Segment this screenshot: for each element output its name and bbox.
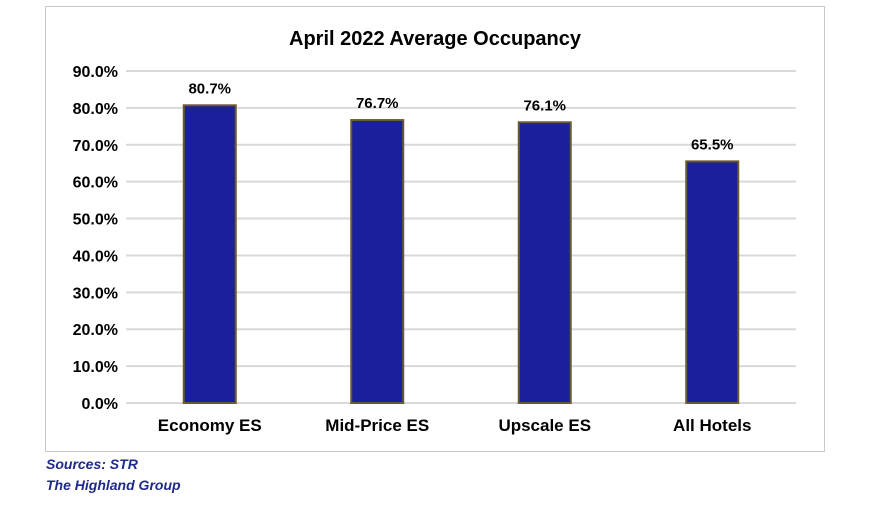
bar — [685, 160, 740, 404]
y-tick-label: 0.0% — [82, 396, 118, 413]
y-tick-label: 80.0% — [73, 101, 118, 118]
y-tick-label: 70.0% — [73, 138, 118, 155]
source-line-str: Sources: STR — [46, 456, 138, 472]
data-labels: 80.7% 76.7% 76.1% 65.5% — [188, 80, 733, 153]
y-tick-label: 40.0% — [73, 248, 118, 265]
y-axis-ticks: 0.0% 10.0% 20.0% 30.0% 40.0% 50.0% 60.0% 70.0% 8… — [73, 64, 118, 413]
y-tick-label: 20.0% — [73, 322, 118, 339]
y-tick-label: 60.0% — [73, 175, 118, 192]
y-tick-label: 90.0% — [73, 64, 118, 81]
bars — [182, 104, 740, 405]
bar-chart: April 2022 Average Occupancy 0.0% 10.0% 20… — [73, 28, 796, 435]
y-tick-label: 30.0% — [73, 285, 118, 302]
bar — [182, 104, 237, 404]
data-label: 65.5% — [691, 136, 734, 153]
chart-frame: April 2022 Average Occupancy 0.0% 10.0% 20… — [45, 6, 825, 452]
chart-title: April 2022 Average Occupancy — [289, 28, 582, 50]
gridlines — [126, 70, 796, 404]
data-label: 80.7% — [188, 80, 231, 97]
bar — [517, 121, 572, 405]
x-tick-label: All Hotels — [673, 416, 751, 435]
data-label: 76.1% — [523, 97, 566, 114]
x-tick-label: Upscale ES — [498, 416, 591, 435]
x-tick-label: Economy ES — [158, 416, 262, 435]
data-label: 76.7% — [356, 95, 399, 112]
y-tick-label: 10.0% — [73, 359, 118, 376]
x-tick-label: Mid-Price ES — [325, 416, 429, 435]
source-line-highland: The Highland Group — [46, 477, 181, 493]
y-tick-label: 50.0% — [73, 212, 118, 229]
x-axis-ticks: Economy ES Mid-Price ES Upscale ES All Hote… — [158, 416, 752, 435]
bar — [350, 119, 405, 404]
